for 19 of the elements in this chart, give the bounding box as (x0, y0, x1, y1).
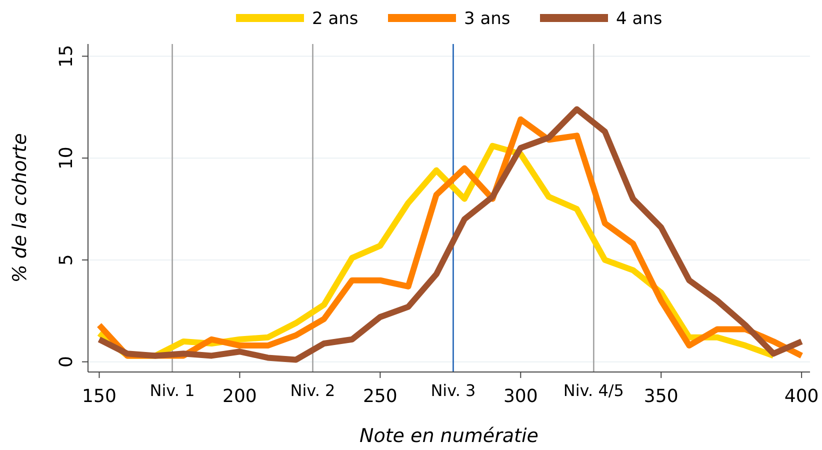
ref-line-label: Niv. 4/5 (563, 381, 624, 400)
x-tick-label: 150 (82, 386, 116, 407)
y-axis-title: % de la cohorte (9, 133, 31, 283)
x-tick-label: 400 (784, 386, 819, 407)
x-tick-label: 200 (222, 386, 257, 407)
x-axis-title: Note en numératie (360, 425, 538, 447)
ref-line-label: Niv. 2 (290, 381, 336, 400)
legend-label: 4 ans (616, 9, 662, 29)
x-tick-label: 300 (503, 386, 538, 407)
x-tick-label: 350 (644, 386, 678, 407)
ref-line-label: Niv. 3 (430, 381, 476, 400)
ref-line-label: Niv. 1 (150, 381, 195, 400)
y-tick-label: 10 (56, 146, 77, 170)
y-tick-label: 15 (56, 44, 77, 68)
y-tick-label: 0 (56, 356, 77, 368)
legend-label: 2 ans (312, 9, 358, 29)
legend-label: 3 ans (464, 9, 510, 29)
y-tick-label: 5 (56, 254, 77, 266)
x-tick-label: 250 (362, 386, 398, 407)
